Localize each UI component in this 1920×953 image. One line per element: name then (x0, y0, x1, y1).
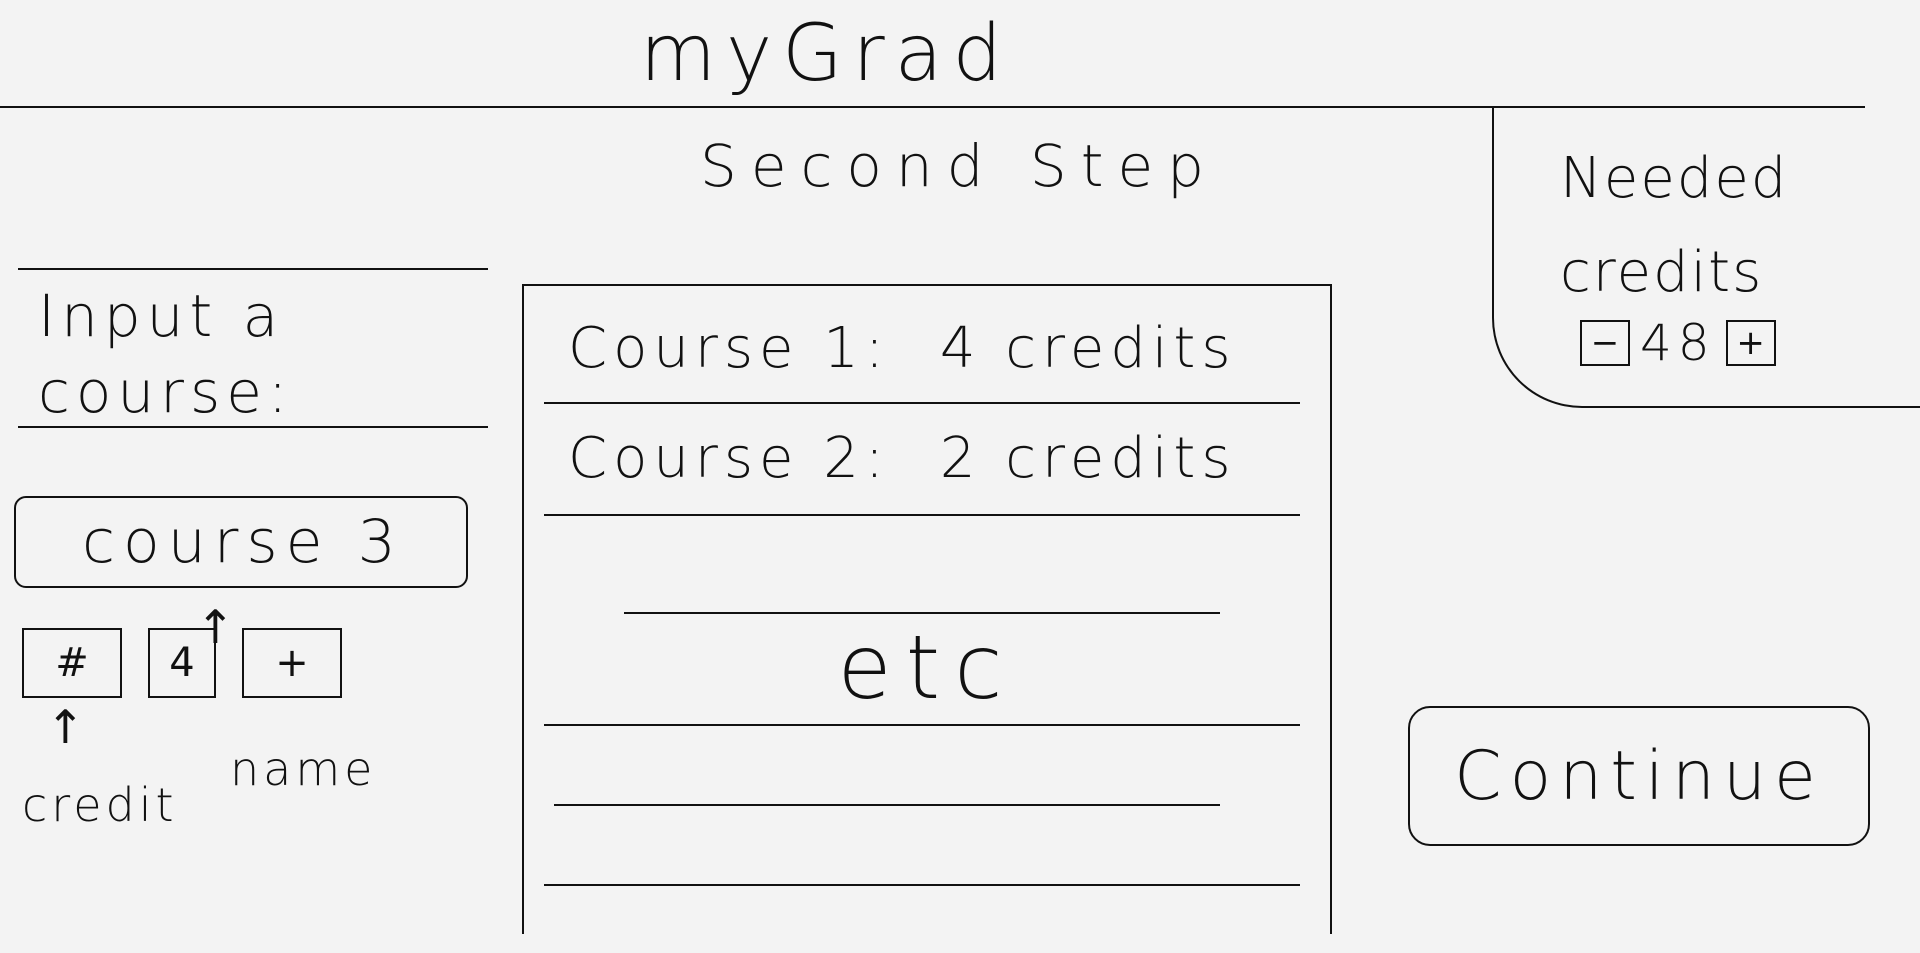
list-divider (554, 804, 1220, 806)
course-credits: 2 credits (939, 426, 1237, 491)
list-divider (544, 514, 1300, 516)
course-controls: # + (22, 628, 342, 698)
course-name: Course 1: (568, 316, 890, 381)
course-list-item[interactable]: Course 1: 4 credits (524, 316, 1330, 381)
credit-field-button[interactable]: # (22, 628, 122, 698)
more-courses-label: etc (837, 616, 1017, 719)
course-name: Course 2: (568, 426, 890, 491)
page-title: Second Step (700, 132, 1218, 200)
credits-increment-button[interactable]: + (1725, 320, 1776, 366)
header-divider (0, 106, 1865, 108)
input-course-heading: Input a course: (18, 268, 488, 428)
list-divider (544, 884, 1300, 886)
arrow-up-icon: ↑ (196, 600, 235, 654)
needed-credits-value: 48 (1640, 314, 1716, 372)
credits-decrement-button[interactable]: − (1580, 320, 1630, 366)
course-name-input[interactable] (14, 496, 468, 588)
needed-credits-label: Needed credits (1560, 146, 1789, 305)
list-divider (544, 402, 1300, 404)
continue-button[interactable]: Continue (1408, 706, 1870, 846)
list-divider (624, 612, 1220, 614)
credit-annotation: credit (22, 778, 178, 832)
arrow-up-icon: ↑ (46, 700, 85, 754)
add-course-button[interactable]: + (242, 628, 342, 698)
needed-credits-stepper: − 48 + (1580, 314, 1776, 372)
course-list: Course 1: 4 credits Course 2: 2 credits … (522, 284, 1332, 934)
needed-credits-panel (1492, 108, 1920, 408)
credit-value-input[interactable] (148, 628, 216, 698)
course-list-item[interactable]: Course 2: 2 credits (524, 426, 1330, 491)
course-credits: 4 credits (939, 316, 1237, 381)
app-title: myGrad (640, 9, 1012, 99)
list-divider (544, 724, 1300, 726)
name-annotation: name (230, 742, 377, 796)
